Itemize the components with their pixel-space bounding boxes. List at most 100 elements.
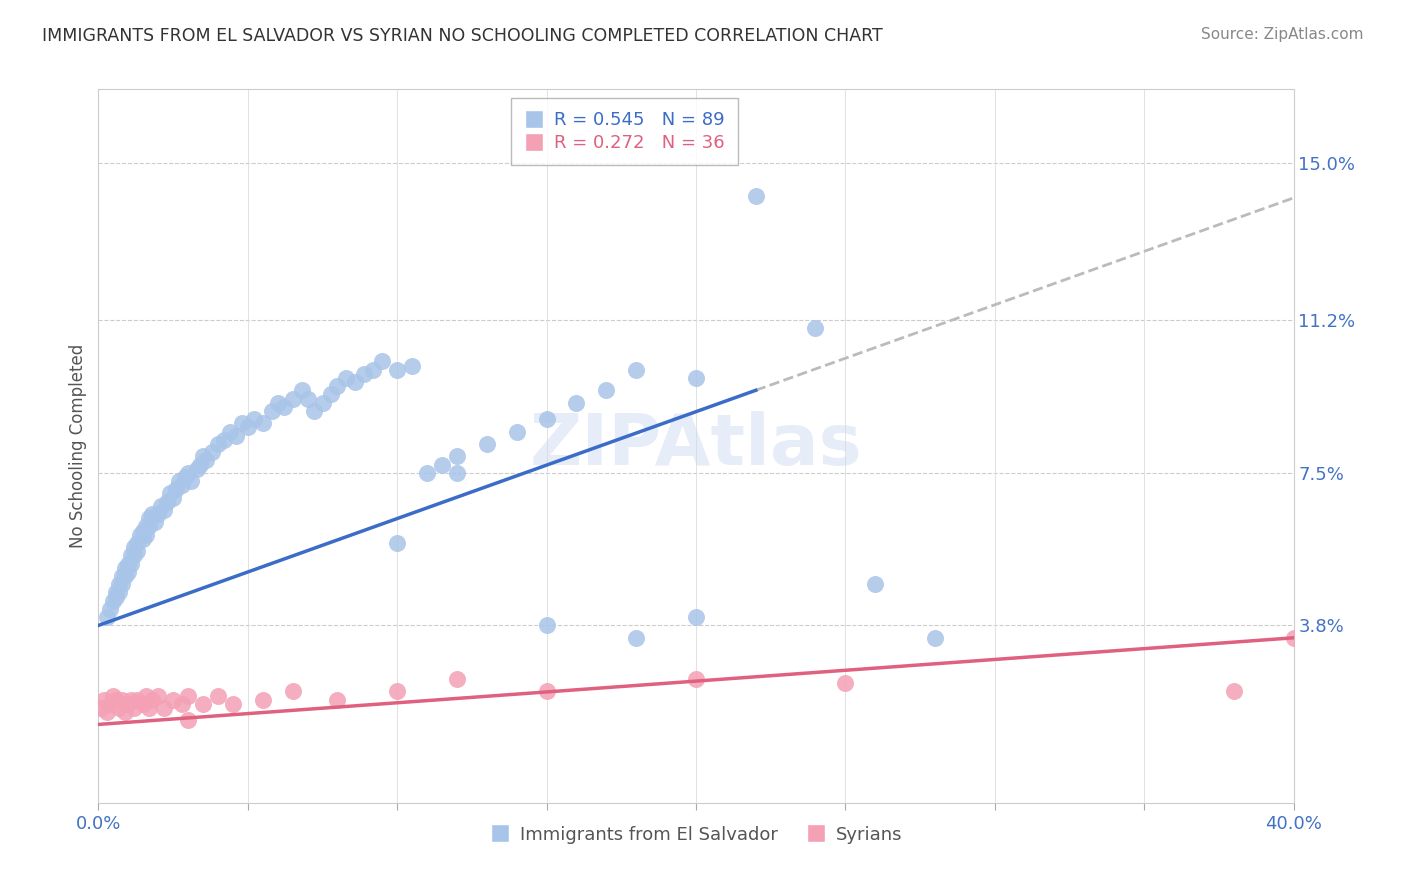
Point <box>135 519 157 533</box>
Point <box>207 689 229 703</box>
Point <box>162 692 184 706</box>
Point <box>108 585 131 599</box>
Point <box>120 549 142 563</box>
Point <box>201 445 224 459</box>
Point <box>281 392 304 406</box>
Point <box>1282 631 1305 645</box>
Point <box>103 593 125 607</box>
Point <box>117 697 139 711</box>
Point <box>685 672 707 686</box>
Point <box>180 474 202 488</box>
Point <box>536 412 558 426</box>
Point <box>143 516 166 530</box>
Point <box>114 560 136 574</box>
Point <box>446 672 468 686</box>
Point <box>401 359 423 373</box>
Point <box>326 379 349 393</box>
Point <box>252 417 274 431</box>
Point <box>865 577 887 591</box>
Point <box>141 692 163 706</box>
Point <box>243 412 266 426</box>
Point <box>124 540 146 554</box>
Point <box>108 577 131 591</box>
Point <box>159 486 181 500</box>
Point <box>98 602 122 616</box>
Point <box>302 404 325 418</box>
Point <box>108 701 131 715</box>
Point <box>177 714 200 728</box>
Point <box>385 684 409 698</box>
Point <box>626 362 648 376</box>
Point <box>191 450 214 464</box>
Point <box>177 466 200 480</box>
Point <box>335 371 357 385</box>
Point <box>536 684 558 698</box>
Point <box>148 507 170 521</box>
Point <box>326 692 349 706</box>
Point <box>565 395 588 409</box>
Point <box>446 466 468 480</box>
Point <box>105 585 128 599</box>
Point <box>804 321 827 335</box>
Point <box>114 569 136 583</box>
Point <box>385 362 409 376</box>
Point <box>172 697 194 711</box>
Point <box>207 437 229 451</box>
Point <box>416 466 439 480</box>
Point <box>291 384 314 398</box>
Point <box>186 461 208 475</box>
Point <box>111 569 134 583</box>
Point <box>536 618 558 632</box>
Point <box>138 511 160 525</box>
Point <box>834 676 856 690</box>
Point <box>745 189 768 203</box>
Point <box>222 697 245 711</box>
Point <box>195 453 218 467</box>
Point <box>124 549 146 563</box>
Point <box>148 689 170 703</box>
Point <box>685 371 707 385</box>
Point <box>385 536 409 550</box>
Point <box>127 544 149 558</box>
Point <box>297 392 319 406</box>
Point <box>236 420 259 434</box>
Point <box>114 705 136 719</box>
Point <box>105 590 128 604</box>
Point <box>172 478 194 492</box>
Point <box>135 689 157 703</box>
Point <box>129 527 152 541</box>
Point <box>127 692 149 706</box>
Legend: Immigrants from El Salvador, Syrians: Immigrants from El Salvador, Syrians <box>482 819 910 851</box>
Point <box>231 417 253 431</box>
Point <box>162 491 184 505</box>
Point <box>177 689 200 703</box>
Point <box>111 577 134 591</box>
Text: IMMIGRANTS FROM EL SALVADOR VS SYRIAN NO SCHOOLING COMPLETED CORRELATION CHART: IMMIGRANTS FROM EL SALVADOR VS SYRIAN NO… <box>42 27 883 45</box>
Point <box>260 404 283 418</box>
Point <box>153 701 176 715</box>
Point <box>153 503 176 517</box>
Point <box>132 697 155 711</box>
Point <box>252 692 274 706</box>
Point <box>191 697 214 711</box>
Point <box>117 565 139 579</box>
Point <box>124 701 146 715</box>
Point <box>446 450 468 464</box>
Point <box>281 684 304 698</box>
Point <box>595 384 617 398</box>
Point <box>127 536 149 550</box>
Point <box>188 458 211 472</box>
Point <box>135 527 157 541</box>
Point <box>685 610 707 624</box>
Point <box>363 362 385 376</box>
Point <box>138 701 160 715</box>
Point <box>111 692 134 706</box>
Point <box>475 437 498 451</box>
Point <box>321 387 343 401</box>
Point <box>117 557 139 571</box>
Point <box>371 354 394 368</box>
Text: ZIPAtlas: ZIPAtlas <box>530 411 862 481</box>
Point <box>212 433 235 447</box>
Point <box>225 428 247 442</box>
Point <box>626 631 648 645</box>
